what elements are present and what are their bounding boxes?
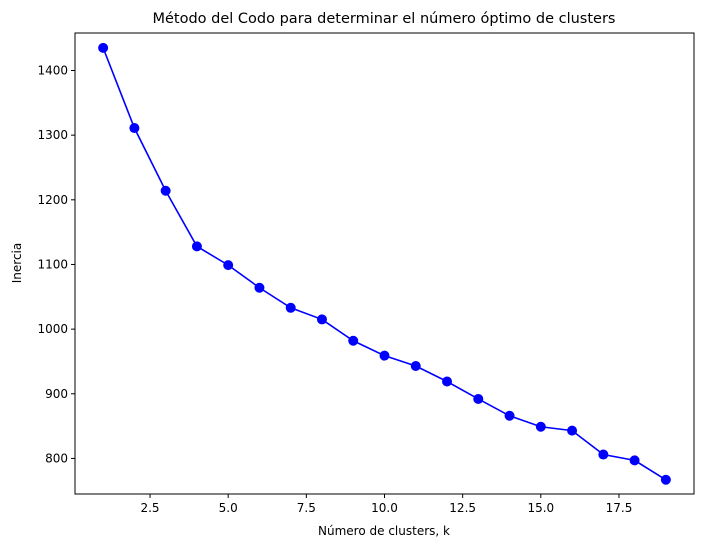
plot-area [75, 33, 694, 494]
y-axis-label: Inercia [10, 243, 24, 283]
data-point [160, 185, 171, 196]
data-point [442, 376, 453, 387]
y-tick-label: 800 [45, 451, 68, 465]
data-point [410, 360, 421, 371]
x-tick-label: 15.0 [527, 501, 554, 515]
x-tick-label: 7.5 [297, 501, 316, 515]
data-point [504, 410, 515, 421]
data-point [129, 123, 140, 134]
y-tick-label: 1100 [37, 257, 68, 271]
data-point [535, 421, 546, 432]
plot-layer [98, 42, 671, 485]
data-point [316, 314, 327, 325]
data-point [285, 302, 296, 313]
x-tick-label: 17.5 [606, 501, 633, 515]
y-axis: 800 900 1000 1100 1200 1300 1400 [37, 64, 75, 465]
data-point [598, 449, 609, 460]
y-tick-label: 1200 [37, 193, 68, 207]
y-tick-label: 1000 [37, 322, 68, 336]
x-tick-label: 5.0 [219, 501, 238, 515]
data-point [254, 282, 265, 293]
x-axis: 2.5 5.0 7.5 10.0 12.5 15.0 17.5 [140, 494, 632, 515]
y-tick-label: 1400 [37, 64, 68, 78]
y-tick-label: 1300 [37, 128, 68, 142]
data-point [629, 455, 640, 466]
x-axis-label: Número de clusters, k [318, 524, 450, 538]
data-point [660, 474, 671, 485]
data-point [191, 241, 202, 252]
data-point [223, 260, 234, 271]
x-tick-label: 10.0 [371, 501, 398, 515]
data-point [98, 42, 109, 53]
data-point [379, 350, 390, 361]
x-tick-label: 12.5 [449, 501, 476, 515]
y-tick-label: 900 [45, 387, 68, 401]
chart-title: Método del Codo para determinar el númer… [152, 11, 615, 27]
data-point [567, 425, 578, 436]
x-tick-label: 2.5 [140, 501, 159, 515]
data-point [348, 335, 359, 346]
data-point [473, 393, 484, 404]
